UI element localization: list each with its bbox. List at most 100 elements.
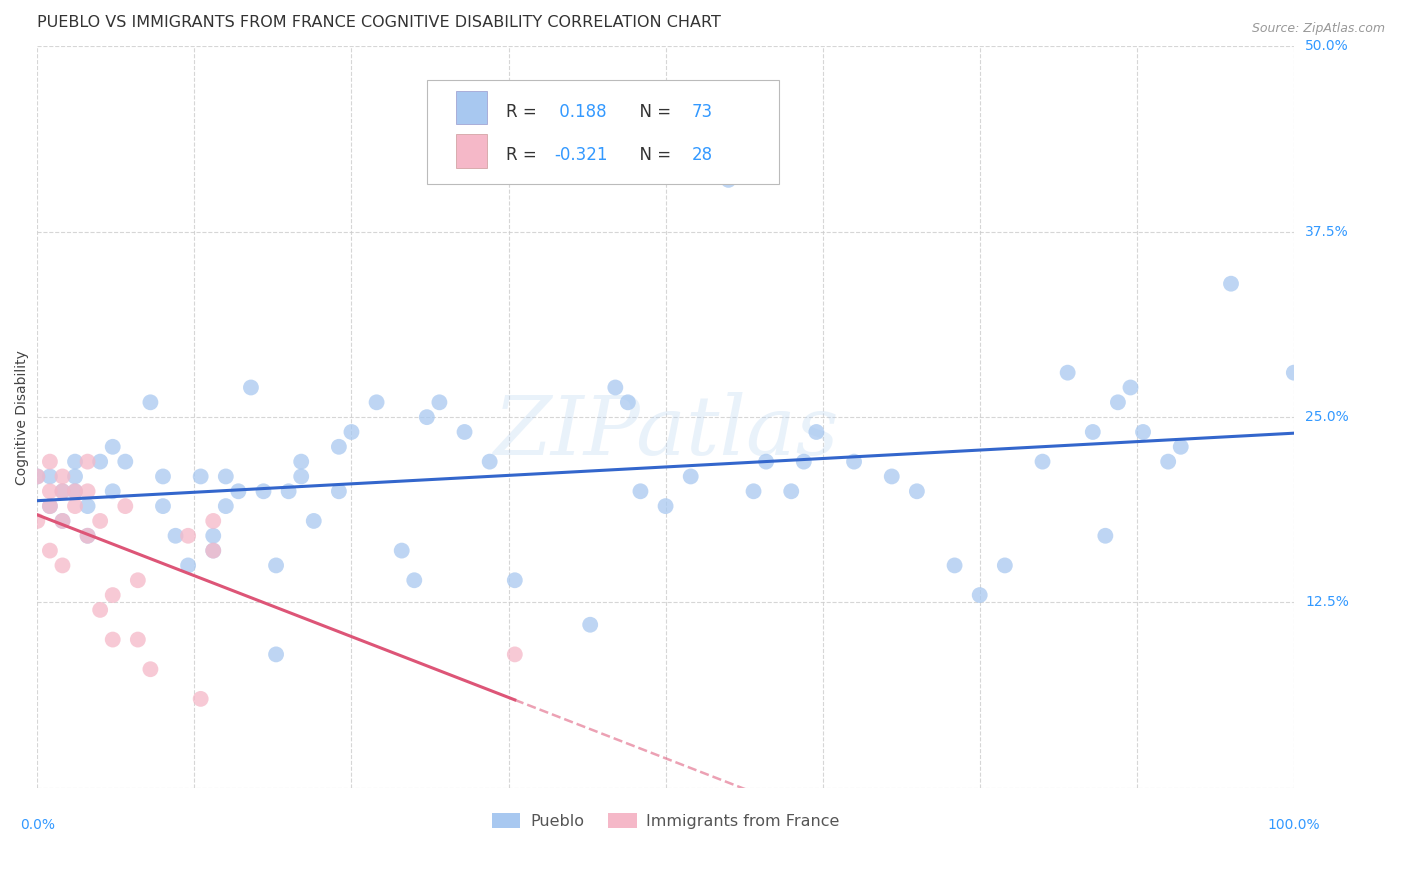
Point <box>63 499 86 513</box>
Point <box>1220 277 1243 291</box>
Point <box>679 469 702 483</box>
Text: 25.0%: 25.0% <box>1305 410 1348 424</box>
Point <box>943 558 966 573</box>
Point <box>27 514 49 528</box>
Point <box>114 499 136 513</box>
Point <box>101 440 124 454</box>
Point <box>152 469 174 483</box>
Point <box>152 499 174 513</box>
Point <box>63 484 86 499</box>
Point <box>76 484 98 499</box>
Point <box>51 514 73 528</box>
FancyBboxPatch shape <box>427 79 779 184</box>
Point <box>27 469 49 483</box>
Point <box>478 455 501 469</box>
Point <box>114 455 136 469</box>
Point <box>755 455 778 469</box>
Point <box>63 484 86 499</box>
Point <box>177 529 200 543</box>
Point <box>994 558 1017 573</box>
Y-axis label: Cognitive Disability: Cognitive Disability <box>15 350 30 484</box>
Text: -0.321: -0.321 <box>554 146 607 164</box>
Point <box>277 484 299 499</box>
Text: 50.0%: 50.0% <box>1305 39 1348 54</box>
Point <box>38 469 60 483</box>
Point <box>38 455 60 469</box>
Point <box>1119 380 1142 394</box>
Text: N =: N = <box>628 103 676 120</box>
Point <box>252 484 274 499</box>
Point <box>717 173 740 187</box>
Point <box>76 529 98 543</box>
Point <box>76 529 98 543</box>
Text: ZIPatlas: ZIPatlas <box>494 392 838 472</box>
Point <box>202 529 225 543</box>
Point <box>880 469 903 483</box>
Point <box>38 484 60 499</box>
Point <box>165 529 187 543</box>
Point <box>503 648 526 662</box>
Point <box>127 574 149 588</box>
Point <box>1056 366 1078 380</box>
Point <box>366 395 388 409</box>
Point <box>340 425 363 439</box>
Point <box>139 395 162 409</box>
Point <box>842 455 865 469</box>
Point <box>416 410 439 425</box>
Point <box>264 648 287 662</box>
Text: 12.5%: 12.5% <box>1305 596 1348 609</box>
Point <box>806 425 828 439</box>
Point <box>101 588 124 602</box>
Point <box>51 469 73 483</box>
Point <box>328 484 350 499</box>
Point <box>503 574 526 588</box>
Text: PUEBLO VS IMMIGRANTS FROM FRANCE COGNITIVE DISABILITY CORRELATION CHART: PUEBLO VS IMMIGRANTS FROM FRANCE COGNITI… <box>38 15 721 30</box>
Point <box>89 603 111 617</box>
Text: 73: 73 <box>692 103 713 120</box>
Point <box>139 662 162 676</box>
Point <box>605 380 627 394</box>
Point <box>38 543 60 558</box>
Point <box>101 632 124 647</box>
Point <box>101 484 124 499</box>
Point <box>290 469 312 483</box>
Point <box>190 469 212 483</box>
Text: R =: R = <box>506 146 541 164</box>
Text: N =: N = <box>628 146 676 164</box>
Point <box>190 691 212 706</box>
Point <box>76 499 98 513</box>
Point <box>202 514 225 528</box>
Text: Source: ZipAtlas.com: Source: ZipAtlas.com <box>1251 22 1385 36</box>
Point <box>1094 529 1116 543</box>
Point <box>453 425 475 439</box>
Point <box>1081 425 1104 439</box>
Point <box>89 514 111 528</box>
Point <box>51 558 73 573</box>
Point <box>38 499 60 513</box>
Point <box>51 484 73 499</box>
Point <box>793 455 815 469</box>
Point <box>905 484 928 499</box>
Point <box>969 588 991 602</box>
Point <box>290 455 312 469</box>
Point <box>51 514 73 528</box>
Point <box>780 484 803 499</box>
Point <box>63 469 86 483</box>
FancyBboxPatch shape <box>456 134 486 168</box>
Point <box>742 484 765 499</box>
Point <box>202 543 225 558</box>
Point <box>302 514 325 528</box>
Point <box>27 469 49 483</box>
Point <box>1107 395 1129 409</box>
Text: 0.0%: 0.0% <box>20 818 55 832</box>
Point <box>202 543 225 558</box>
Text: 37.5%: 37.5% <box>1305 225 1348 239</box>
Legend: Pueblo, Immigrants from France: Pueblo, Immigrants from France <box>485 807 846 836</box>
Point <box>264 558 287 573</box>
Point <box>429 395 451 409</box>
Point <box>579 617 602 632</box>
Point <box>76 455 98 469</box>
Point <box>89 455 111 469</box>
Point <box>1157 455 1180 469</box>
Point <box>177 558 200 573</box>
